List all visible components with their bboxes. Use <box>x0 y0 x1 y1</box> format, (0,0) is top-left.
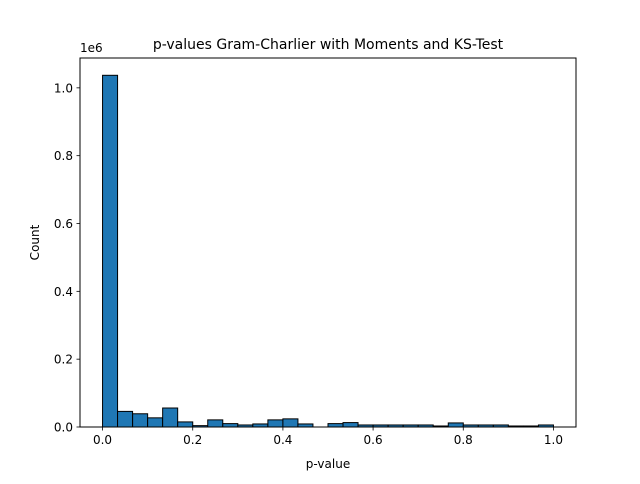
histogram-bar-5 <box>177 421 194 428</box>
histogram-bar-3 <box>147 417 164 428</box>
y-tick-label-5: 1.0 <box>54 81 73 95</box>
histogram-bar-4 <box>162 407 179 428</box>
x-tick-label-5: 1.0 <box>544 433 563 447</box>
histogram-bar-8 <box>222 423 239 428</box>
histogram-bar-7 <box>207 419 224 428</box>
y-tick-label-3: 0.6 <box>54 217 73 231</box>
y-tick-label-1: 0.2 <box>54 353 73 367</box>
x-tick-label-3: 0.6 <box>364 433 383 447</box>
x-tick-label-1: 0.2 <box>183 433 202 447</box>
histogram-bar-23 <box>447 422 464 428</box>
histogram-bar-2 <box>132 413 149 428</box>
y-axis-label: Count <box>28 224 42 260</box>
chart-title: p-values Gram-Charlier with Moments and … <box>153 37 504 53</box>
histogram-bar-12 <box>282 418 299 428</box>
y-ticks-group: 0.0 0.2 0.4 0.6 0.8 1.0 <box>54 81 80 435</box>
y-tick-label-0: 0.0 <box>54 421 73 435</box>
histogram-bar-11 <box>267 419 284 428</box>
y-offset-label: 1e6 <box>80 41 103 55</box>
axes-frame <box>79 57 577 428</box>
x-tick-label-2: 0.4 <box>273 433 292 447</box>
bars-group <box>102 74 554 428</box>
histogram-bar-0 <box>102 74 119 428</box>
x-ticks-group: 0.0 0.2 0.4 0.6 0.8 1.0 <box>93 427 563 447</box>
y-tick-label-4: 0.8 <box>54 149 73 163</box>
y-tick-label-2: 0.4 <box>54 285 73 299</box>
histogram-bar-16 <box>342 422 359 428</box>
histogram-bar-15 <box>327 423 344 428</box>
x-tick-label-4: 0.8 <box>454 433 473 447</box>
histogram-bar-1 <box>117 410 134 428</box>
x-tick-label-0: 0.0 <box>93 433 112 447</box>
x-axis-label: p-value <box>306 457 350 471</box>
